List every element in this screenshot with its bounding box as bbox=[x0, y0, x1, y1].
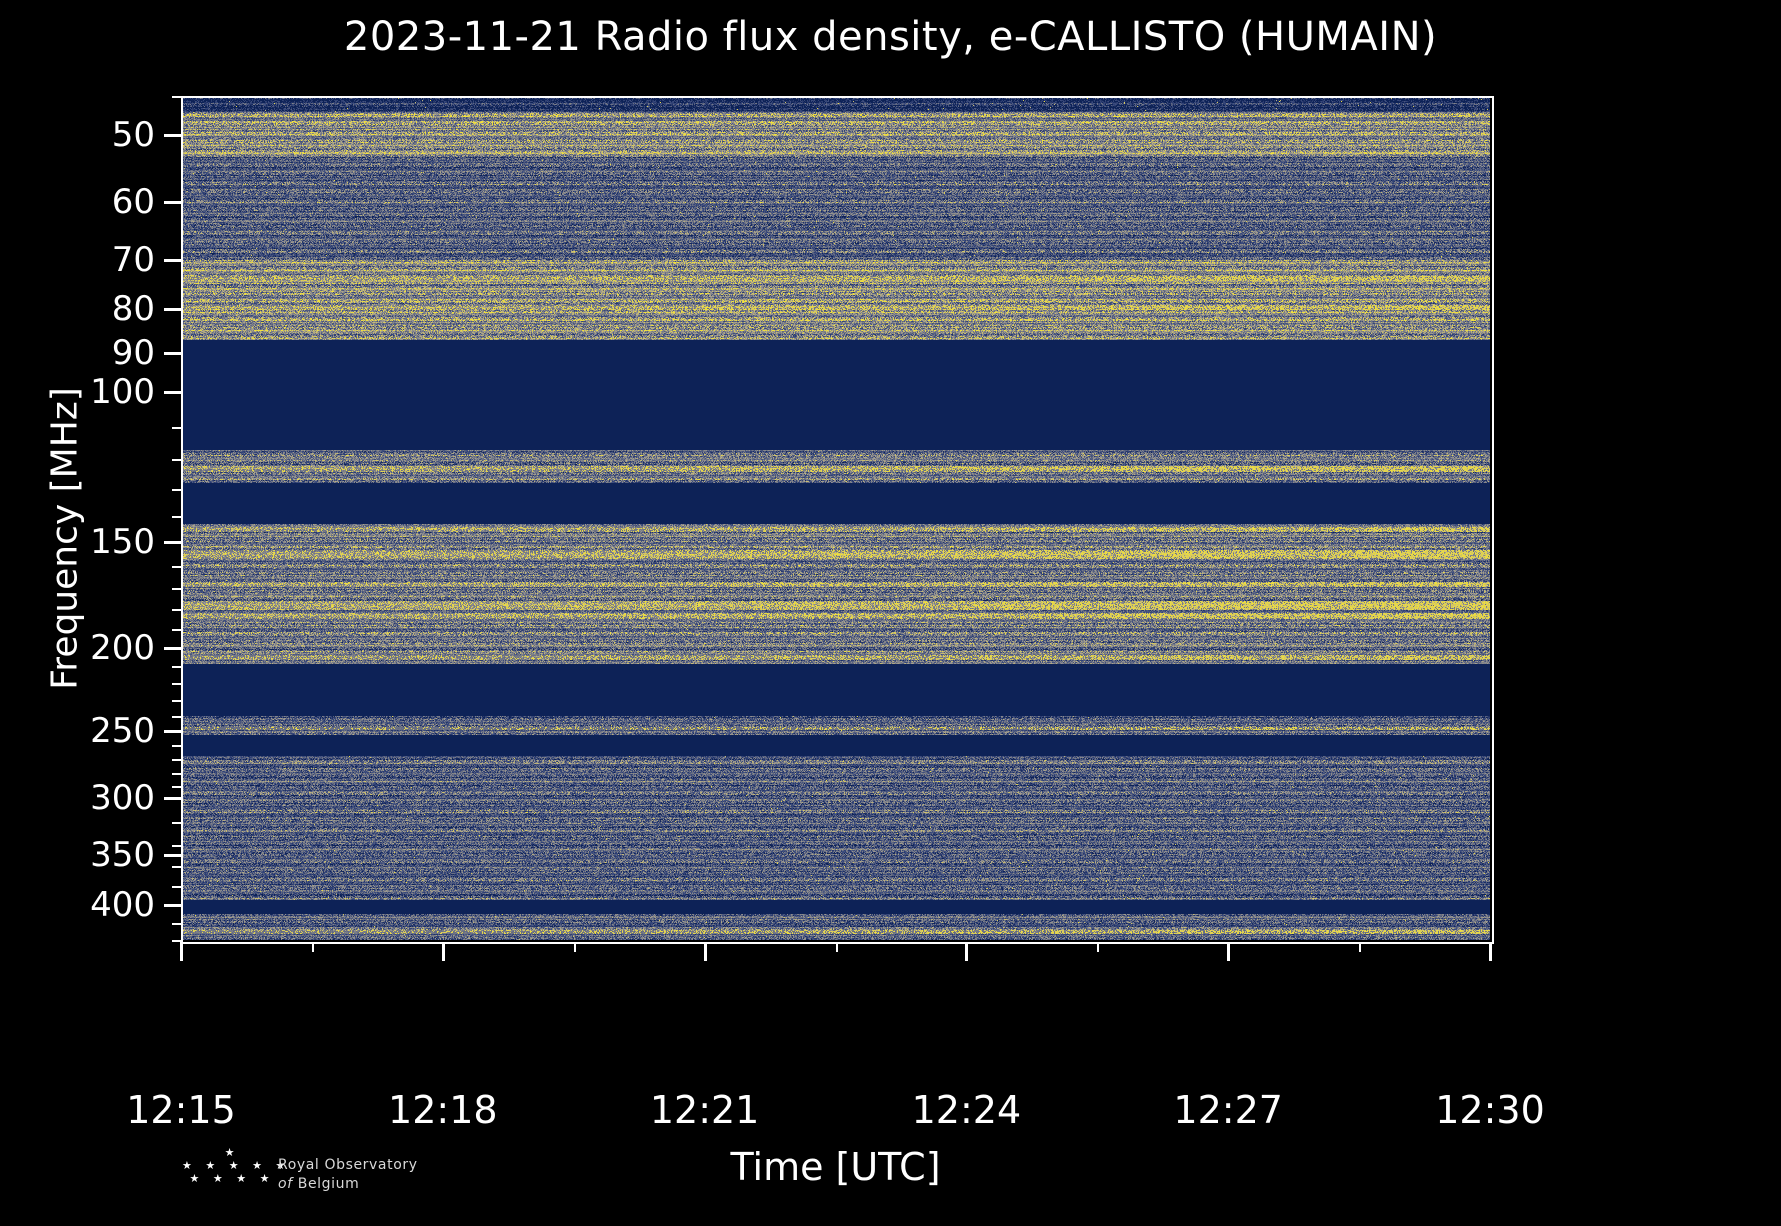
logo-line-2: of Belgium bbox=[278, 1175, 478, 1194]
y-tick-mark bbox=[164, 390, 181, 394]
y-tick-mark bbox=[164, 258, 181, 262]
y-tick-label: 250 bbox=[90, 710, 155, 751]
y-tick-mark-minor bbox=[172, 745, 181, 748]
logo-stars-icon: ★ ★ ★ ★ ★ ★ ★ ★ ★ ★ bbox=[182, 1146, 291, 1206]
x-tick-label: 12:24 bbox=[911, 1088, 1022, 1132]
y-tick-mark-minor bbox=[172, 885, 181, 888]
x-tick-label: 12:30 bbox=[1435, 1088, 1545, 1132]
x-tick-label: 12:27 bbox=[1173, 1088, 1283, 1132]
x-tick-mark-minor bbox=[835, 942, 838, 952]
x-tick-mark bbox=[965, 942, 969, 961]
page-title: 2023-11-21 Radio flux density, e-CALLIST… bbox=[343, 14, 1438, 60]
y-tick-mark bbox=[164, 133, 181, 137]
logo-star-row-2: ★ ★ ★ ★ ★ bbox=[182, 1159, 291, 1172]
y-tick-mark bbox=[164, 647, 181, 651]
y-tick-label: 400 bbox=[90, 884, 155, 925]
x-tick-mark bbox=[180, 942, 183, 961]
y-tick-mark-minor bbox=[172, 922, 181, 925]
logo-star-row-1: ★ bbox=[224, 1146, 240, 1159]
x-tick-mark-minor bbox=[311, 942, 314, 952]
x-tick-mark bbox=[441, 942, 445, 961]
y-tick-mark-minor bbox=[172, 587, 181, 590]
y-tick-mark bbox=[164, 854, 181, 858]
y-tick-mark-minor bbox=[172, 822, 181, 825]
y-axis-label: Frequency [MHz] bbox=[44, 387, 86, 690]
y-tick-label: 200 bbox=[90, 628, 155, 669]
y-tick-mark-minor bbox=[172, 683, 181, 686]
y-tick-label: 300 bbox=[90, 778, 155, 819]
y-tick-mark-minor bbox=[172, 715, 181, 718]
y-tick-mark-minor bbox=[172, 666, 181, 669]
y-tick-label: 100 bbox=[90, 371, 155, 412]
y-tick-mark-minor bbox=[172, 772, 181, 775]
x-tick-label: 12:15 bbox=[126, 1088, 236, 1132]
x-tick-label: 12:18 bbox=[388, 1088, 498, 1132]
y-tick-mark-minor bbox=[172, 516, 181, 519]
y-tick-mark-minor bbox=[172, 565, 181, 568]
y-tick-mark-minor bbox=[172, 426, 181, 429]
y-tick-mark-minor bbox=[172, 96, 181, 98]
logo-of-word: of bbox=[278, 1176, 293, 1192]
y-tick-mark-minor bbox=[172, 609, 181, 612]
y-tick-mark-minor bbox=[172, 844, 181, 847]
logo-star-row-3: ★ ★ ★ ★ bbox=[189, 1172, 275, 1185]
x-tick-mark bbox=[1489, 942, 1492, 961]
x-tick-mark-minor bbox=[573, 942, 576, 952]
y-tick-mark-minor bbox=[172, 865, 181, 868]
y-tick-mark bbox=[164, 729, 181, 733]
y-tick-label: 350 bbox=[90, 835, 155, 876]
y-tick-label: 50 bbox=[111, 114, 155, 155]
y-tick-mark-minor bbox=[172, 459, 181, 462]
y-tick-mark bbox=[164, 307, 181, 311]
x-tick-mark bbox=[703, 942, 707, 961]
y-tick-mark bbox=[164, 797, 181, 801]
y-tick-mark-minor bbox=[172, 759, 181, 762]
logo-belgium-word: Belgium bbox=[297, 1176, 360, 1192]
y-tick-mark bbox=[164, 351, 181, 355]
y-tick-label: 90 bbox=[111, 332, 155, 373]
y-tick-label: 150 bbox=[90, 521, 155, 562]
y-tick-mark-minor bbox=[172, 785, 181, 788]
y-tick-mark-minor bbox=[172, 629, 181, 632]
logo-line-1: Royal Observatory bbox=[278, 1157, 418, 1173]
y-tick-mark bbox=[164, 540, 181, 544]
y-tick-mark-minor bbox=[172, 940, 181, 942]
x-axis-label: Time [UTC] bbox=[730, 1145, 941, 1189]
x-tick-mark bbox=[1227, 942, 1231, 961]
y-tick-label: 70 bbox=[111, 239, 155, 280]
spectrogram-image bbox=[181, 96, 1490, 940]
spectrogram-plot bbox=[181, 96, 1490, 940]
y-tick-label: 60 bbox=[111, 182, 155, 223]
y-tick-mark-minor bbox=[172, 488, 181, 491]
y-tick-mark-minor bbox=[172, 699, 181, 702]
royal-observatory-logo: ★ ★ ★ ★ ★ ★ ★ ★ ★ ★ Royal Observatory of… bbox=[182, 1146, 482, 1212]
y-tick-mark bbox=[164, 903, 181, 907]
x-tick-mark-minor bbox=[1097, 942, 1100, 952]
logo-text: Royal Observatory of Belgium bbox=[278, 1156, 478, 1194]
y-tick-mark bbox=[164, 201, 181, 205]
x-tick-label: 12:21 bbox=[649, 1088, 760, 1132]
y-tick-label: 80 bbox=[111, 288, 155, 329]
x-tick-mark-minor bbox=[1359, 942, 1362, 952]
